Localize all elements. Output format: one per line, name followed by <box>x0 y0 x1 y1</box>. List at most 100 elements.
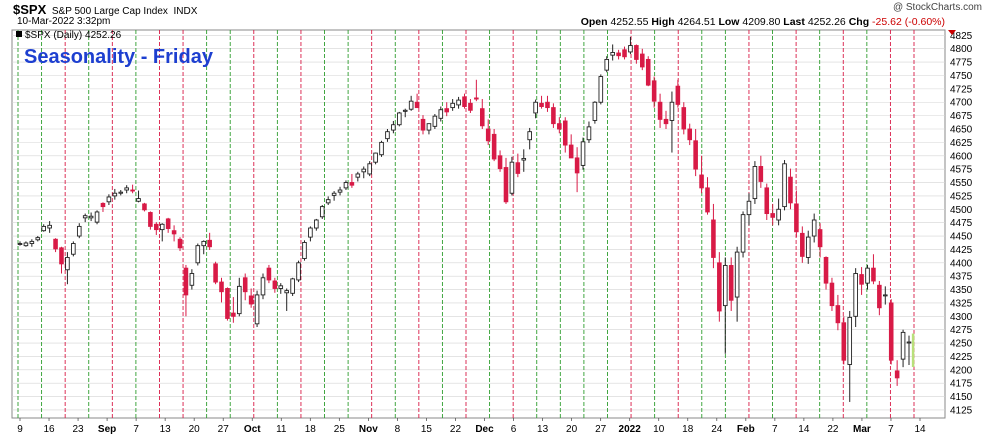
low-label: Low <box>718 16 740 28</box>
candle-body <box>894 370 900 379</box>
candle <box>385 129 390 142</box>
candle-body <box>456 99 461 106</box>
x-tick-label: 27 <box>595 424 607 435</box>
candle-body <box>829 282 835 307</box>
candle <box>640 48 645 71</box>
candle-body <box>284 290 289 294</box>
candle-body <box>722 265 728 307</box>
candle <box>314 218 319 231</box>
candle <box>290 277 295 296</box>
y-tick-label: 4400 <box>950 258 973 269</box>
candle-body <box>76 225 82 237</box>
candle <box>746 193 752 226</box>
candle-body <box>201 240 207 247</box>
candle-body <box>65 256 70 271</box>
candle <box>408 95 414 111</box>
candle <box>835 294 841 331</box>
candle <box>426 123 432 135</box>
x-tick-label: 11 <box>276 424 287 435</box>
candle-body <box>776 208 781 221</box>
candle-body <box>545 101 550 109</box>
candle-body <box>847 316 853 365</box>
candle <box>284 288 289 311</box>
y-tick-label: 4650 <box>950 125 973 136</box>
x-tick-label: Nov <box>359 424 378 435</box>
candle <box>669 91 675 153</box>
candle <box>711 203 716 269</box>
candle <box>900 329 906 368</box>
candle <box>438 106 444 122</box>
candle-body <box>841 322 847 361</box>
candle-body <box>349 182 355 186</box>
y-tick-label: 4350 <box>950 285 973 296</box>
x-tick-label: 20 <box>566 424 578 435</box>
candle <box>841 316 847 365</box>
candle-body <box>527 131 532 141</box>
x-tick-label: 13 <box>537 424 549 435</box>
candle-body <box>47 224 52 229</box>
candle <box>272 277 278 293</box>
candle <box>586 121 592 143</box>
candle <box>278 283 284 294</box>
candle <box>201 240 207 255</box>
candle-body <box>100 202 106 208</box>
candle <box>675 79 681 108</box>
candle-body <box>29 240 35 244</box>
candle-body <box>278 285 284 289</box>
candle <box>343 180 349 191</box>
candle <box>628 36 633 55</box>
candle-body <box>391 124 396 131</box>
candle <box>610 44 615 61</box>
candle-body <box>450 102 455 109</box>
candle <box>71 241 76 257</box>
last-label: Last <box>783 16 805 28</box>
candle-body <box>592 101 598 121</box>
chg-label: Chg <box>848 16 870 28</box>
candle <box>414 93 420 109</box>
candle <box>308 226 313 242</box>
candle-body <box>432 115 438 127</box>
candle-body <box>254 294 260 325</box>
y-tick-label: 4750 <box>950 71 973 82</box>
candle-body <box>705 187 710 213</box>
symbol-description: S&P 500 Large Cap Index <box>51 6 168 17</box>
y-tick-label: 4375 <box>950 272 973 283</box>
x-tick-label: 8 <box>395 424 401 435</box>
candle <box>35 236 41 242</box>
candle-body <box>159 223 165 231</box>
candle-body <box>497 155 503 170</box>
x-tick-label: 16 <box>43 424 55 435</box>
x-tick-label: Feb <box>737 424 755 435</box>
candle <box>397 111 402 127</box>
candle <box>515 153 521 178</box>
y-tick-label: 4675 <box>950 111 973 122</box>
candle-body <box>426 123 432 131</box>
chart-timestamp: 10-Mar-2022 3:32pm <box>17 16 111 27</box>
candle-body <box>136 198 141 202</box>
candle-body <box>308 227 313 238</box>
candle <box>805 230 811 264</box>
candle-body <box>343 182 349 189</box>
candle-body <box>231 312 236 317</box>
candle <box>254 290 260 328</box>
candle-body <box>479 108 485 127</box>
candle-body <box>734 251 740 298</box>
y-tick-label: 4825 <box>950 31 973 42</box>
candle <box>432 114 438 130</box>
candle <box>782 160 787 211</box>
candle <box>236 277 242 317</box>
candle <box>65 252 70 285</box>
candle-body <box>794 203 799 233</box>
candle-body <box>82 215 88 219</box>
candle <box>112 188 118 200</box>
x-tick-label: 7 <box>888 424 894 435</box>
candle <box>811 213 817 243</box>
candle-body <box>805 236 811 258</box>
candle <box>728 257 734 311</box>
x-tick-label: 14 <box>798 424 810 435</box>
candle-body <box>877 284 882 309</box>
candle-body <box>302 242 307 259</box>
x-tick-label: 7 <box>772 424 778 435</box>
candle-body <box>752 166 758 200</box>
x-tick-label: Dec <box>475 424 494 435</box>
